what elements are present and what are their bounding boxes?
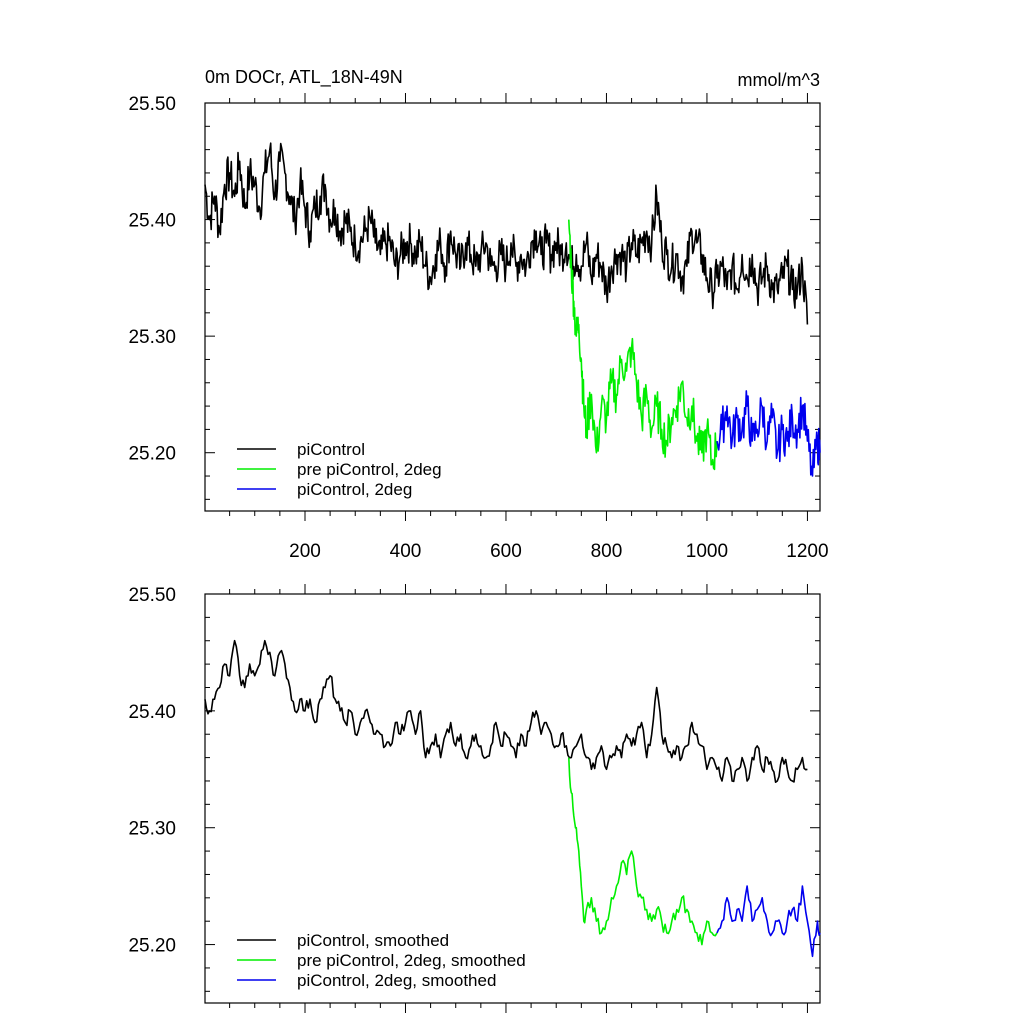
legend-label: pre piControl, 2deg, smoothed	[297, 951, 526, 970]
x-tick-label: 1200	[786, 541, 828, 562]
plot-frame	[204, 593, 821, 1004]
x-tick-label: 1000	[686, 541, 728, 562]
legend-label: pre piControl, 2deg	[297, 460, 442, 479]
series-line-1	[204, 142, 809, 325]
x-tick-label: 200	[289, 541, 321, 562]
y-tick-label: 25.20	[128, 444, 176, 465]
x-tick-label: 400	[390, 541, 422, 562]
series-line-3	[716, 885, 821, 958]
x-tick-label: 600	[490, 541, 522, 562]
legend-label: piControl, 2deg	[297, 480, 412, 499]
y-tick-label: 25.40	[128, 211, 176, 232]
legend-label: piControl	[297, 440, 365, 459]
series-line-2	[568, 219, 718, 471]
y-tick-label: 25.40	[128, 702, 176, 723]
y-tick-label: 25.20	[128, 936, 176, 957]
top-panel: 200 400 600 800 1000 1200 25.20 25.30 25.40 25.50…	[128, 93, 829, 562]
x-tick-label: 800	[591, 541, 623, 562]
figure-title-right: mmol/m^3	[738, 70, 820, 90]
series-line-1	[204, 639, 808, 783]
y-tick-label: 25.30	[128, 327, 176, 348]
y-tick-label: 25.50	[128, 94, 176, 115]
legend-label: piControl, 2deg, smoothed	[297, 971, 496, 990]
figure-title-left: 0m DOCr, ATL_18N-49N	[205, 67, 403, 88]
plot-frame	[204, 102, 821, 512]
series-line-2	[568, 757, 718, 946]
legend-label: piControl, smoothed	[297, 931, 449, 950]
y-tick-label: 25.50	[128, 585, 176, 606]
series-line-3	[716, 390, 821, 477]
y-tick-label: 25.30	[128, 819, 176, 840]
